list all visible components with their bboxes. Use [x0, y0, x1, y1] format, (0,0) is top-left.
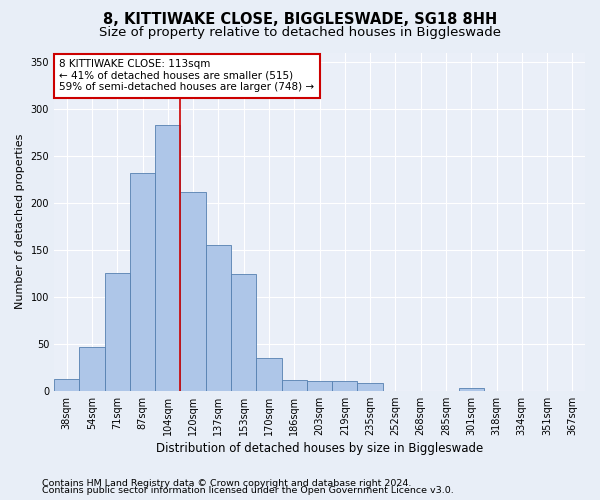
X-axis label: Distribution of detached houses by size in Biggleswade: Distribution of detached houses by size … — [156, 442, 483, 455]
Bar — [256, 358, 281, 390]
Bar — [54, 380, 79, 390]
Y-axis label: Number of detached properties: Number of detached properties — [15, 134, 25, 310]
Bar — [181, 192, 206, 390]
Bar — [332, 382, 358, 390]
Text: 8, KITTIWAKE CLOSE, BIGGLESWADE, SG18 8HH: 8, KITTIWAKE CLOSE, BIGGLESWADE, SG18 8H… — [103, 12, 497, 28]
Bar — [155, 125, 181, 390]
Bar — [206, 245, 231, 390]
Bar — [307, 382, 332, 390]
Bar — [458, 388, 484, 390]
Text: Size of property relative to detached houses in Biggleswade: Size of property relative to detached ho… — [99, 26, 501, 39]
Text: Contains public sector information licensed under the Open Government Licence v3: Contains public sector information licen… — [42, 486, 454, 495]
Bar — [104, 274, 130, 390]
Bar — [358, 383, 383, 390]
Text: Contains HM Land Registry data © Crown copyright and database right 2024.: Contains HM Land Registry data © Crown c… — [42, 478, 412, 488]
Bar — [231, 274, 256, 390]
Text: 8 KITTIWAKE CLOSE: 113sqm
← 41% of detached houses are smaller (515)
59% of semi: 8 KITTIWAKE CLOSE: 113sqm ← 41% of detac… — [59, 60, 314, 92]
Bar — [130, 172, 155, 390]
Bar — [79, 348, 104, 391]
Bar — [281, 380, 307, 390]
